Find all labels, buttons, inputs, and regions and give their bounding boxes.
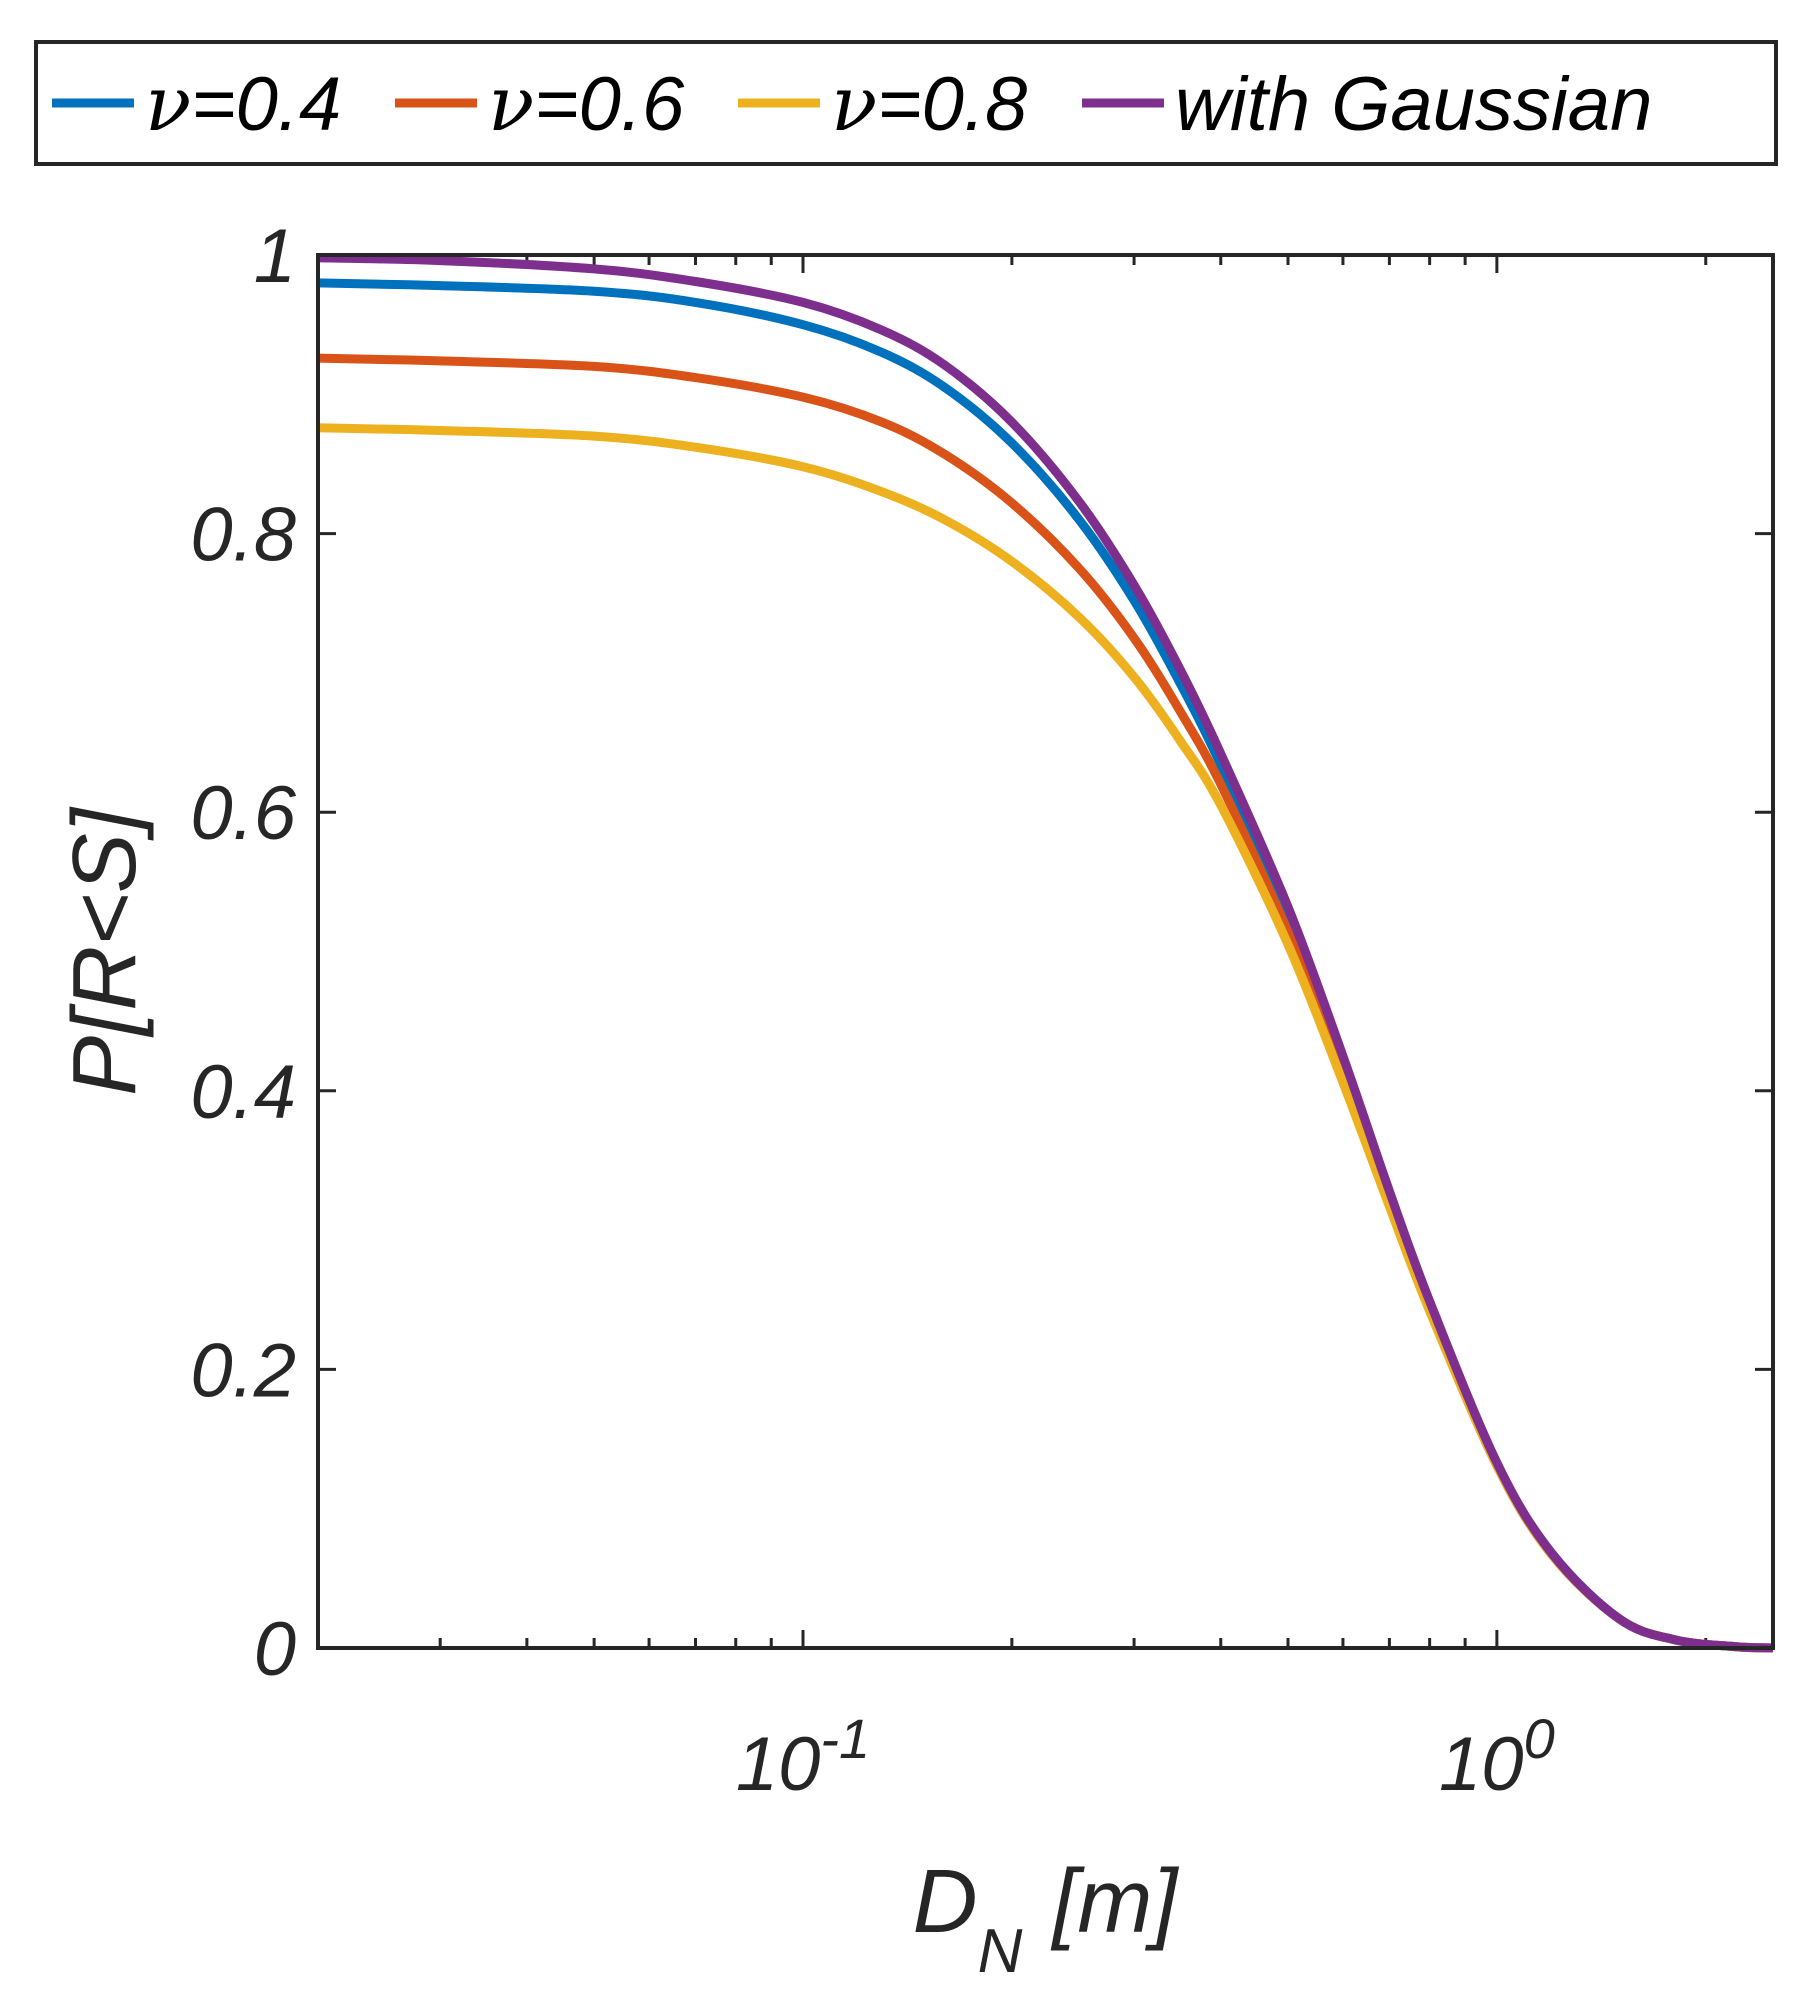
plot-area [316,253,1775,1653]
series-lines [317,253,1774,1653]
legend-label-value-1: =0.6 [534,62,685,147]
x-tick-label-exp-1: 0 [1524,1707,1555,1770]
legend-box [34,40,1778,166]
legend-label-2: ν=0.8 [831,59,1027,148]
legend-label-0: ν=0.4 [145,59,341,148]
plot-frame [316,253,1775,1650]
x-tick-label-base-1: 10 [1439,1722,1524,1807]
y-tick-label-2: 0.4 [190,1050,296,1135]
x-tick-label-exp-0: -1 [820,1707,870,1770]
x-tick-label-1: 100 [1439,1707,1555,1807]
x-axis-label-main: D [913,1852,978,1952]
y-tick-label-5: 1 [254,214,296,299]
y-axis-label: P[R<S] [55,806,155,1096]
y-tick-label-0: 0 [254,1607,296,1692]
plot-background [318,255,1773,1648]
legend-label-symbol-0: ν [145,59,191,148]
legend-label-symbol-2: ν [831,59,877,148]
x-axis-label: DN [m] [913,1852,1180,1986]
legend-label-symbol-1: ν [488,59,534,148]
legend-items: ν=0.4 ν=0.6 ν=0.8 with Gaussian [52,59,1652,148]
x-tick-label-0: 10-1 [736,1707,870,1807]
x-tick-labels: 10-1 100 [736,1707,1555,1807]
x-axis-label-subscript: N [978,1917,1023,1986]
y-tick-label-3: 0.6 [190,771,296,856]
legend-label-1: ν=0.6 [488,59,685,148]
x-axis-label-unit: [m] [1050,1852,1179,1952]
legend-label-value-0: =0.4 [191,62,341,147]
legend-label-value-2: =0.8 [877,62,1027,147]
x-tick-label-base-0: 10 [736,1722,821,1807]
legend-label-3: with Gaussian [1175,62,1652,147]
y-tick-label-4: 0.8 [190,493,296,578]
legend: ν=0.4 ν=0.6 ν=0.8 with Gaussian [34,40,1778,166]
y-tick-labels: 0 0.2 0.4 0.6 0.8 1 [190,214,296,1692]
y-tick-label-1: 0.2 [190,1328,296,1413]
legend-label-value-3: with Gaussian [1175,62,1652,147]
series-line-3 [317,253,1774,1653]
